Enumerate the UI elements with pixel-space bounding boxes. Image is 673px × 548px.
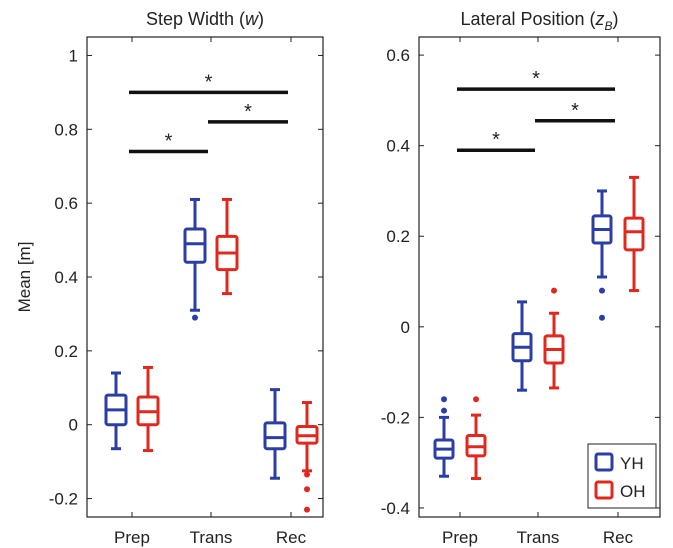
chart-title-text: Step Width bbox=[146, 9, 234, 29]
y-axis-label: Mean [m] bbox=[15, 242, 34, 313]
y-tick-label: -0.2 bbox=[381, 408, 410, 427]
x-tick-label: Trans bbox=[517, 528, 560, 547]
y-tick-label: 0.2 bbox=[386, 227, 410, 246]
y-tick-label: 1 bbox=[69, 46, 78, 65]
box-iqr bbox=[183, 227, 207, 264]
y-tick-label: 0.2 bbox=[54, 342, 78, 361]
lateral-position-panel: -0.4 -0.2 0 0.2 0.4 0.6 Prep Trans Rec Lateral Po… bbox=[381, 9, 661, 547]
outlier-point bbox=[441, 407, 447, 414]
x-tick-label: Rec bbox=[603, 528, 634, 547]
plot-frame bbox=[418, 36, 661, 518]
legend-swatch-oh bbox=[594, 480, 614, 500]
outlier-point bbox=[304, 471, 310, 478]
y-tick-label: -0.4 bbox=[381, 499, 410, 518]
outlier-point bbox=[599, 287, 605, 294]
x-tick-label: Rec bbox=[276, 528, 307, 547]
y-tick-label: -0.2 bbox=[49, 490, 78, 509]
chart-title-paren-close: ) bbox=[258, 9, 264, 29]
outlier-point bbox=[441, 396, 447, 403]
x-tick-label: Prep bbox=[442, 528, 478, 547]
outlier-point bbox=[304, 506, 310, 513]
legend-label: YH bbox=[620, 454, 644, 473]
chart-title-text: Lateral Position bbox=[460, 9, 584, 29]
significance-star: * bbox=[244, 101, 252, 123]
y-tick-label: 0.6 bbox=[54, 194, 78, 213]
outlier-point bbox=[473, 396, 479, 403]
y-tick-label: 0 bbox=[401, 318, 410, 337]
y-tick-label: 0 bbox=[69, 416, 78, 435]
outlier-point bbox=[192, 314, 198, 321]
chart-title: Step Width (w) bbox=[146, 9, 264, 29]
chart-title-paren-close: ) bbox=[613, 9, 619, 29]
step-width-panel: -0.2 0 0.2 0.4 0.6 0.8 1 Prep Trans Rec Step Width… bbox=[15, 9, 324, 547]
outlier-point bbox=[551, 287, 557, 294]
x-tick-label: Prep bbox=[114, 528, 150, 547]
outlier-point bbox=[599, 314, 605, 321]
significance-star: * bbox=[205, 71, 213, 93]
y-tick-label: 0.4 bbox=[54, 268, 78, 287]
y-tick-label: 0.4 bbox=[386, 137, 410, 156]
box-iqr bbox=[263, 421, 287, 451]
plot-frame bbox=[86, 36, 324, 518]
significance-star: * bbox=[571, 100, 579, 122]
legend-swatch-yh bbox=[594, 452, 614, 472]
chart-title-symbol: z bbox=[595, 9, 605, 29]
chart-title-paren-open: ( bbox=[585, 9, 596, 29]
chart-title-symbol: w bbox=[245, 9, 259, 29]
significance-star: * bbox=[165, 130, 173, 152]
box-iqr bbox=[623, 216, 645, 252]
chart-title: Lateral Position (zB) bbox=[460, 9, 618, 33]
y-tick-label: 0.6 bbox=[386, 46, 410, 65]
outlier-point bbox=[304, 486, 310, 493]
y-tick-label: 0.8 bbox=[54, 120, 78, 139]
x-tick-label: Trans bbox=[190, 528, 233, 547]
legend-label: OH bbox=[620, 482, 646, 501]
chart-title-subscript: B bbox=[605, 19, 613, 33]
chart-title-paren-open: ( bbox=[234, 9, 245, 29]
significance-star: * bbox=[532, 68, 540, 90]
significance-star: * bbox=[492, 129, 500, 151]
